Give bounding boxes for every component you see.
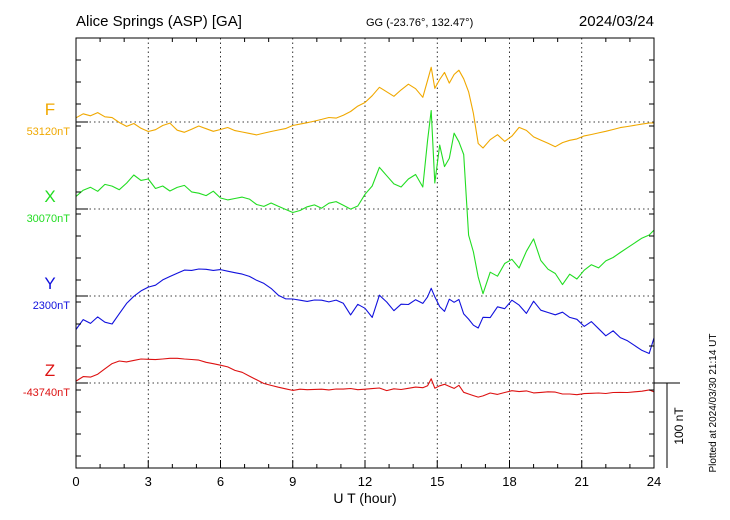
x-tick-label: 0 (72, 474, 79, 489)
x-tick-label: 21 (575, 474, 589, 489)
x-tick-label: 12 (358, 474, 372, 489)
series-line-y (75, 268, 655, 355)
x-tick-label: 15 (430, 474, 444, 489)
x-axis-label: U T (hour) (333, 490, 396, 506)
series-baseline-z: -43740nT (23, 387, 70, 399)
coordinates-label: GG (-23.76°, 132.47°) (366, 17, 473, 29)
scale-bar (654, 382, 680, 468)
plotted-at-note: Plotted at 2024/03/30 21:14 UT (708, 334, 719, 473)
series-group (75, 66, 655, 398)
series-name-y: Y (44, 274, 55, 293)
series-line-z (75, 357, 655, 398)
x-tick-label: 6 (217, 474, 224, 489)
series-line-x (75, 109, 655, 295)
scale-bar-label: 100 nT (672, 407, 686, 445)
x-tick-label: 24 (647, 474, 661, 489)
x-tick-label: 9 (289, 474, 296, 489)
series-name-f: F (45, 100, 55, 119)
series-baseline-f: 53120nT (27, 126, 71, 138)
series-line-f (75, 66, 655, 149)
x-tick-label: 18 (502, 474, 516, 489)
station-title: Alice Springs (ASP) [GA] (76, 13, 242, 30)
series-name-z: Z (45, 361, 55, 380)
x-tick-label: 3 (145, 474, 152, 489)
baseline-lines (76, 121, 654, 384)
series-baseline-y: 2300nT (33, 300, 71, 312)
series-name-x: X (44, 187, 55, 206)
x-axis-ticks: 0 3 6 9 12 15 18 21 24 (72, 38, 661, 489)
series-labels: F 53120nT X 30070nT Y 2300nT Z -43740nT (23, 100, 70, 399)
date-label: 2024/03/24 (579, 13, 654, 30)
series-baseline-x: 30070nT (27, 213, 71, 225)
